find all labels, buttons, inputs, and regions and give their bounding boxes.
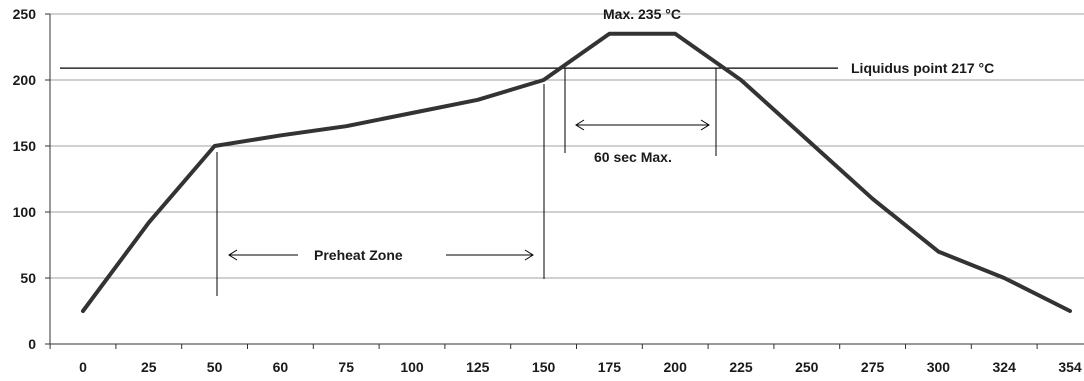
sixty-sec-arrow-head-right: [700, 119, 710, 131]
preheat-zone-label: Preheat Zone: [314, 247, 403, 263]
x-tick-label-60: 60: [273, 359, 289, 375]
y-tick-label-100: 100: [13, 204, 37, 220]
sixty-sec-label: 60 sec Max.: [594, 149, 672, 165]
peak-label: Max. 235 °C: [603, 6, 681, 22]
y-tick-labels: 0 50 100 150 200 250: [13, 6, 37, 352]
x-tick-label-300: 300: [927, 359, 951, 375]
y-tick-label-200: 200: [13, 72, 37, 88]
x-tick-label-225: 225: [729, 359, 753, 375]
annotations: Max. 235 °C Liquidus point 217 °C 60 sec…: [314, 6, 994, 263]
reference-lines: [60, 67, 838, 296]
x-tick-label-175: 175: [598, 359, 622, 375]
x-tick-label-125: 125: [466, 359, 490, 375]
series: [81, 31, 1072, 313]
x-tick-label-354: 354: [1058, 359, 1082, 375]
y-tick-label-50: 50: [20, 270, 36, 286]
x-tick-label-25: 25: [141, 359, 157, 375]
x-tick-label-75: 75: [338, 359, 354, 375]
sixty-sec-arrow-head-left: [575, 119, 585, 131]
y-tick-label-0: 0: [28, 336, 36, 352]
x-tick-label-250: 250: [795, 359, 819, 375]
x-tick-label-324: 324: [993, 359, 1017, 375]
y-tick-label-150: 150: [13, 138, 37, 154]
x-tick-label-275: 275: [861, 359, 885, 375]
gridlines: [50, 13, 1084, 279]
preheat-arrow-left-head: [228, 249, 238, 261]
preheat-arrow-right-head: [524, 249, 534, 261]
liquidus-label: Liquidus point 217 °C: [851, 60, 994, 76]
axes: [45, 13, 1084, 349]
x-tick-label-100: 100: [400, 359, 424, 375]
x-tick-label-0: 0: [79, 359, 87, 375]
x-tick-label-150: 150: [532, 359, 556, 375]
x-tick-label-50: 50: [207, 359, 223, 375]
x-tick-label-200: 200: [664, 359, 688, 375]
temperature-profile-line: [81, 31, 1072, 313]
y-tick-label-250: 250: [13, 6, 37, 22]
x-tick-labels: 0 25 50 60 75 100 125 150 175 200 225 250 275 300 324 3…: [79, 359, 1082, 375]
